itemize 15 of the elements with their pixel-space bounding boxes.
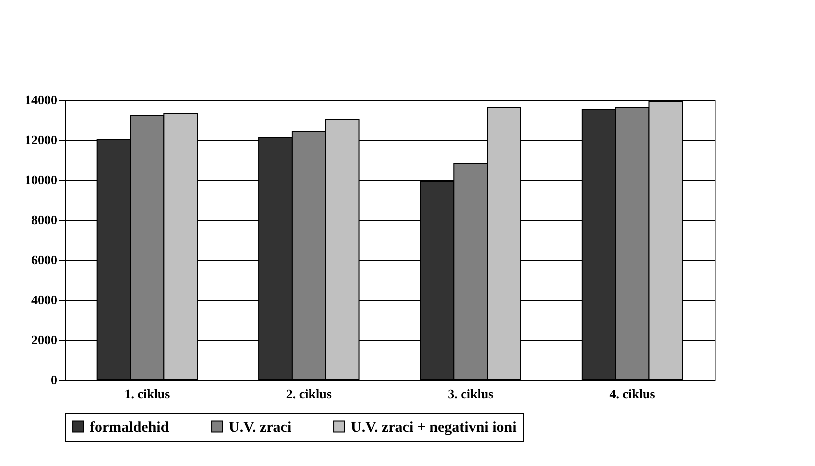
x-tick-label: 1. ciklus bbox=[124, 386, 170, 402]
x-tick-label: 4. ciklus bbox=[610, 386, 656, 402]
y-tick-label: 12000 bbox=[25, 132, 58, 148]
x-tick-label: 2. ciklus bbox=[286, 386, 332, 402]
x-tick-label: 3. ciklus bbox=[448, 386, 494, 402]
legend-label: formaldehid bbox=[90, 420, 170, 436]
y-tick-label: 10000 bbox=[25, 172, 58, 188]
y-tick-label: 2000 bbox=[32, 332, 58, 348]
y-tick-label: 4000 bbox=[32, 292, 58, 308]
legend-label: U.V. zraci + negativni ioni bbox=[351, 420, 517, 436]
y-tick-label: 6000 bbox=[32, 252, 58, 268]
y-tick-label: 14000 bbox=[25, 92, 58, 108]
y-tick-label: 0 bbox=[51, 372, 58, 388]
legend-label: U.V. zraci bbox=[229, 420, 292, 436]
y-tick-label: 8000 bbox=[32, 212, 58, 228]
